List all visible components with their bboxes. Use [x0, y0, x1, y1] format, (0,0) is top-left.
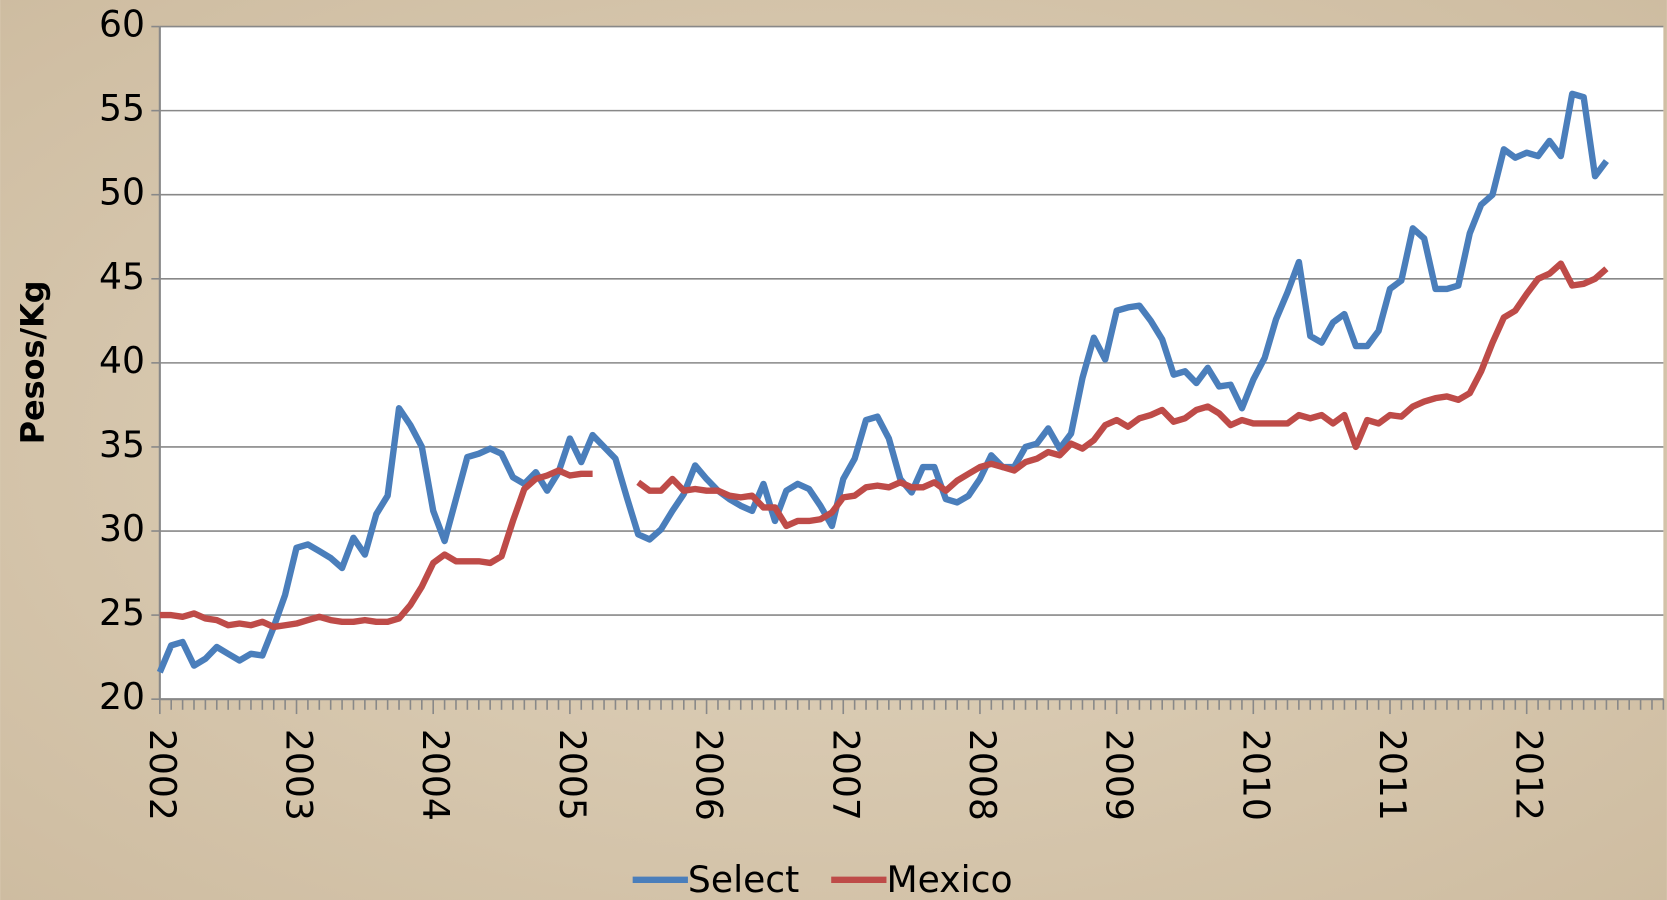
x-tick-label: 2007	[824, 729, 867, 821]
series-line	[159, 260, 1609, 631]
x-tick-label: 2002	[141, 729, 184, 821]
x-tick-label: 2003	[278, 729, 321, 821]
x-tick-label: 2005	[551, 729, 594, 821]
x-tick-label: 2012	[1508, 729, 1551, 821]
y-tick-label: 60	[99, 3, 145, 46]
y-tick-label: 55	[99, 87, 145, 130]
legend-label: Select	[688, 858, 799, 900]
y-tick-label: 35	[99, 423, 145, 466]
y-tick-label: 25	[99, 591, 145, 634]
x-tick-label: 2004	[414, 729, 457, 821]
x-tick-label: 2008	[961, 729, 1004, 821]
series-line	[156, 90, 1609, 674]
y-tick-label: 45	[99, 255, 145, 298]
y-tick-label: 50	[99, 171, 145, 214]
y-axis-title: Pesos/Kg	[13, 280, 51, 444]
x-tick-label: 2010	[1234, 729, 1277, 821]
y-tick-label: 40	[99, 339, 145, 382]
y-tick-label: 20	[99, 675, 145, 718]
x-tick-label: 2011	[1371, 729, 1414, 821]
legend-label: Mexico	[886, 858, 1012, 900]
x-tick-label: 2009	[1098, 729, 1141, 821]
y-tick-label: 30	[99, 507, 145, 550]
x-tick-label: 2006	[688, 729, 731, 821]
